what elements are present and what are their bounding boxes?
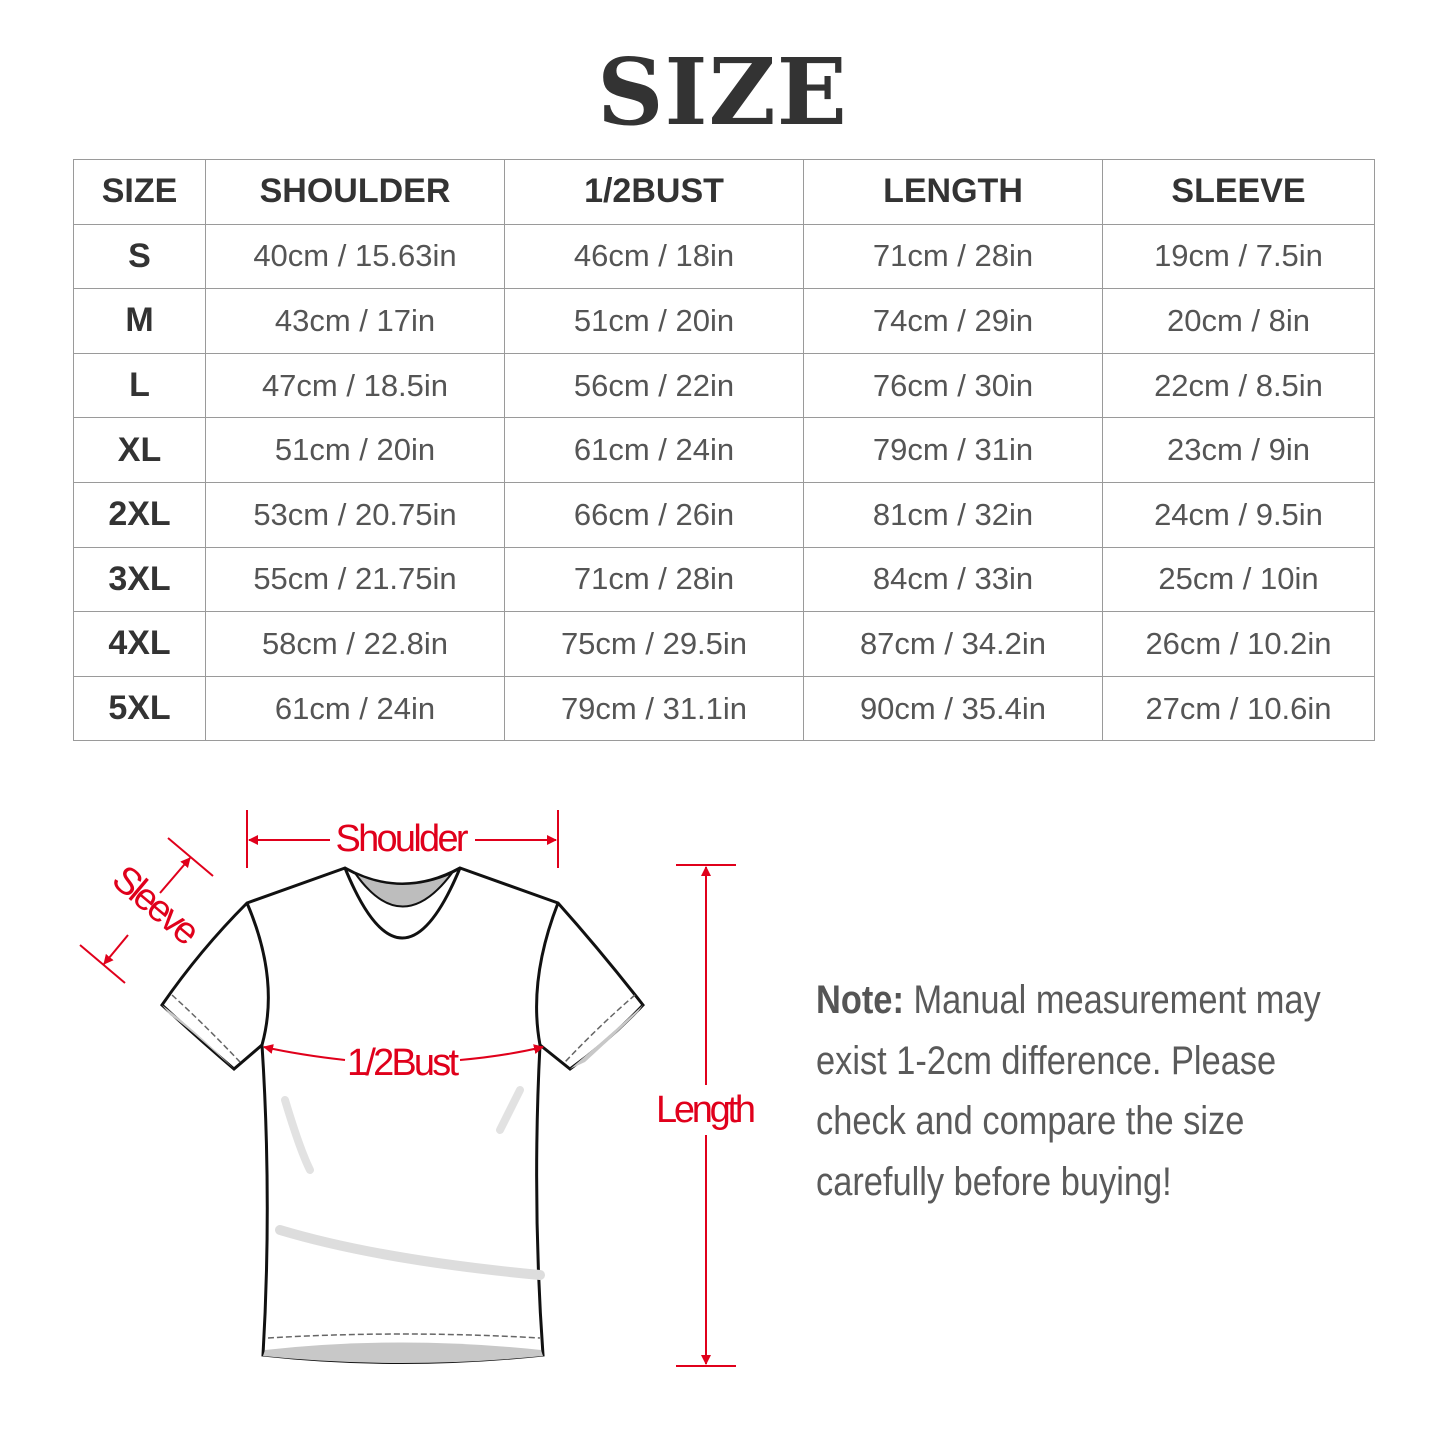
measurement-cell: 19cm / 7.5in: [1102, 223, 1375, 290]
size-cell: 3XL: [73, 546, 206, 613]
measurement-cell: 51cm / 20in: [205, 417, 505, 483]
table-row: XL 51cm / 20in 61cm / 24in 79cm / 31in 23cm …: [73, 417, 1375, 483]
measurement-cell: 75cm / 29.5in: [504, 611, 804, 677]
header-bust: 1/2BUST: [504, 159, 804, 225]
measurement-cell: 55cm / 21.75in: [205, 546, 505, 613]
measurement-cell: 79cm / 31in: [803, 417, 1103, 483]
measurement-cell: 22cm / 8.5in: [1102, 352, 1375, 419]
measurement-cell: 20cm / 8in: [1102, 288, 1375, 354]
table-row: L 47cm / 18.5in 56cm / 22in 76cm / 30in 22cm…: [73, 352, 1375, 419]
table-row: 5XL 61cm / 24in 79cm / 31.1in 90cm / 35.4in…: [73, 675, 1375, 742]
size-cell: 4XL: [73, 611, 206, 677]
measurement-cell: 46cm / 18in: [504, 223, 804, 290]
measurement-cell: 58cm / 22.8in: [205, 611, 505, 677]
measurement-cell: 23cm / 9in: [1102, 417, 1375, 483]
page-title: SIZE: [597, 38, 848, 146]
measurement-cell: 61cm / 24in: [205, 675, 505, 742]
length-label: Length: [656, 1089, 756, 1131]
note-line: Note: Manual measurement may: [816, 970, 1332, 1031]
measurement-cell: 76cm / 30in: [803, 352, 1103, 419]
measurement-cell: 90cm / 35.4in: [803, 675, 1103, 742]
measurement-cell: 79cm / 31.1in: [504, 675, 804, 742]
note-line: exist 1-2cm difference. Please: [816, 1038, 1277, 1083]
measurement-cell: 71cm / 28in: [504, 546, 804, 613]
note-text: Manual measurement may: [903, 978, 1321, 1022]
header-length: LENGTH: [803, 159, 1103, 225]
header-sleeve: SLEEVE: [1102, 159, 1375, 225]
measurement-cell: 66cm / 26in: [504, 481, 804, 548]
measurement-cell: 27cm / 10.6in: [1102, 675, 1375, 742]
tshirt-icon: [160, 866, 645, 1364]
table-row: S 40cm / 15.63in 46cm / 18in 71cm / 28in 19c…: [73, 223, 1375, 290]
table-row: M 43cm / 17in 51cm / 20in 74cm / 29in 20cm /…: [73, 288, 1375, 354]
shoulder-label: Shoulder: [336, 818, 469, 860]
measurement-cell: 81cm / 32in: [803, 481, 1103, 548]
measurement-cell: 74cm / 29in: [803, 288, 1103, 354]
sleeve-label: Sleeve: [104, 858, 208, 954]
table-row: 3XL 55cm / 21.75in 71cm / 28in 84cm / 33in 2…: [73, 546, 1375, 613]
measurement-cell: 56cm / 22in: [504, 352, 804, 419]
table-header-row: SIZE SHOULDER 1/2BUST LENGTH SLEEVE: [73, 159, 1375, 225]
measurement-cell: 61cm / 24in: [504, 417, 804, 483]
measurement-cell: 47cm / 18.5in: [205, 352, 505, 419]
size-table: SIZE SHOULDER 1/2BUST LENGTH SLEEVE S 40c…: [73, 159, 1375, 742]
size-cell: L: [73, 352, 206, 419]
size-cell: S: [73, 223, 206, 290]
note-label: Note:: [816, 978, 904, 1022]
measurement-note: Note: Manual measurement may exist 1-2cm…: [816, 970, 1332, 1212]
measurement-lines: [79, 810, 736, 1367]
bust-label: 1/2Bust: [347, 1042, 459, 1084]
header-size: SIZE: [73, 159, 206, 225]
measurement-cell: 84cm / 33in: [803, 546, 1103, 613]
measurement-cell: 53cm / 20.75in: [205, 481, 505, 548]
measurement-cell: 26cm / 10.2in: [1102, 611, 1375, 677]
note-line: check and compare the size: [816, 1099, 1245, 1143]
measurement-cell: 24cm / 9.5in: [1102, 481, 1375, 548]
table-row: 2XL 53cm / 20.75in 66cm / 26in 81cm / 32in 2…: [73, 481, 1375, 548]
note-line: carefully before buying!: [816, 1159, 1172, 1204]
measurement-cell: 40cm / 15.63in: [205, 223, 505, 290]
size-cell: M: [73, 288, 206, 354]
size-cell: 5XL: [73, 675, 206, 742]
measurement-cell: 51cm / 20in: [504, 288, 804, 354]
measurement-cell: 25cm / 10in: [1102, 546, 1375, 613]
measurement-cell: 43cm / 17in: [205, 288, 505, 354]
size-cell: 2XL: [73, 481, 206, 548]
